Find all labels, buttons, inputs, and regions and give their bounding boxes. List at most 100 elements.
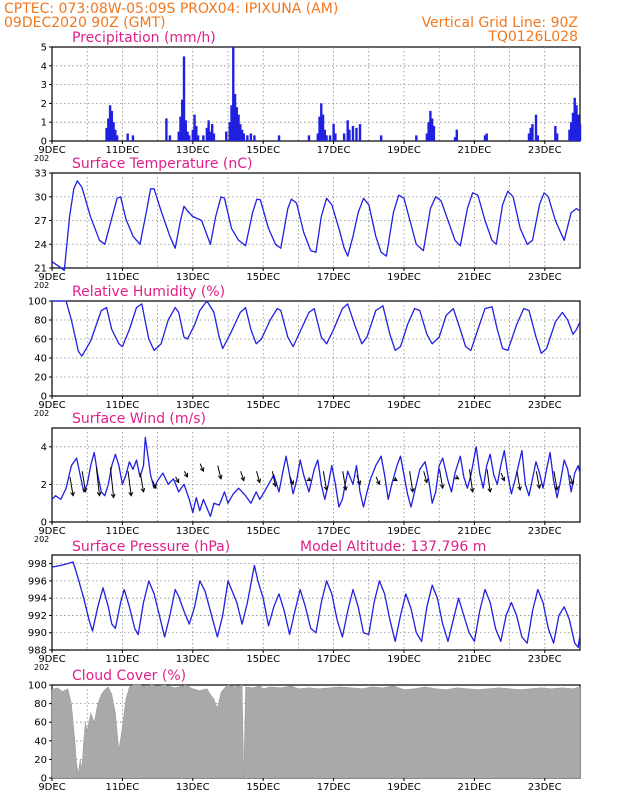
cloud-xtick-label: 11DEC bbox=[106, 782, 140, 793]
precip-bar bbox=[573, 97, 576, 141]
wind-arrow bbox=[439, 469, 444, 489]
precip-bar bbox=[323, 129, 326, 141]
wind-arrow-head bbox=[272, 482, 278, 488]
precip-bar bbox=[193, 114, 196, 141]
precip-panel: 0 1 2 3 4 5 9DEC 11DEC 13DEC 15DEC 17DEC 19DEC 21DEC… bbox=[34, 30, 582, 163]
precip-bar bbox=[425, 133, 429, 141]
precip-year-stub: 202 bbox=[34, 154, 49, 163]
precip-bar bbox=[107, 118, 110, 141]
wind-arrow-head bbox=[306, 476, 312, 482]
wind-arrow bbox=[468, 469, 474, 492]
pressure-ytick-label: 998 bbox=[28, 559, 47, 570]
precip-bar bbox=[232, 47, 235, 141]
header-date: 09DEC2020 90Z (GMT) bbox=[4, 15, 166, 31]
wind-arrow bbox=[109, 467, 115, 498]
wind-arrow-head bbox=[423, 478, 429, 484]
cloud-xtick-label: 13DEC bbox=[176, 782, 210, 793]
wind-arrow-head bbox=[110, 493, 116, 499]
pressure-ytick-label: 990 bbox=[28, 628, 47, 639]
temperature-xtick-label: 13DEC bbox=[176, 272, 210, 283]
precip-bar bbox=[237, 114, 240, 141]
precip-bar bbox=[240, 129, 244, 141]
wind-arrow-head bbox=[128, 491, 134, 497]
precip-bar bbox=[179, 116, 182, 141]
pressure-xtick-label: 21DEC bbox=[458, 654, 492, 665]
precip-bar bbox=[328, 135, 332, 141]
precip-bar bbox=[325, 135, 328, 141]
temperature-line bbox=[51, 180, 581, 272]
precip-bar bbox=[332, 124, 335, 141]
header-grid-line: Vertical Grid Line: 90Z bbox=[422, 15, 578, 31]
wind-xtick-label: 11DEC bbox=[106, 526, 140, 537]
precip-bar bbox=[196, 135, 200, 141]
temperature-ytick-label: 24 bbox=[34, 240, 47, 251]
temperature-ytick-label: 27 bbox=[34, 216, 47, 227]
wind-arrow bbox=[152, 480, 157, 489]
precip-bar bbox=[334, 133, 337, 141]
precip-bar bbox=[186, 131, 189, 141]
wind-arrow bbox=[69, 476, 74, 496]
cloud-xtick-label: 9DEC bbox=[38, 782, 65, 793]
wind-arrow bbox=[175, 476, 180, 483]
pressure-title: Surface Pressure (hPa) bbox=[72, 539, 230, 555]
wind-xtick-label: 23DEC bbox=[528, 526, 562, 537]
humidity-xtick-label: 17DEC bbox=[317, 400, 351, 411]
precip-bar bbox=[342, 133, 346, 141]
pressure-line bbox=[51, 561, 581, 649]
wind-xtick-label: 17DEC bbox=[317, 526, 351, 537]
cloud-xtick-label: 21DEC bbox=[458, 782, 492, 793]
precip-xtick-label: 13DEC bbox=[176, 145, 210, 156]
wind-arrow-head bbox=[469, 488, 475, 493]
wind-year-stub: 202 bbox=[34, 535, 49, 544]
wind-xtick-label: 15DEC bbox=[246, 526, 280, 537]
pressure-panel: 988 990 992 994 996 998 9DEC 11DEC 13DEC 15DEC 17D… bbox=[28, 539, 581, 672]
wind-arrow bbox=[289, 476, 294, 485]
precip-bar bbox=[432, 125, 436, 141]
precip-xtick-label: 15DEC bbox=[246, 145, 280, 156]
wind-arrow-head bbox=[82, 488, 88, 493]
precip-bar bbox=[346, 120, 349, 141]
wind-arrow-head bbox=[375, 480, 381, 486]
cloud-ytick-label: 80 bbox=[34, 699, 47, 710]
precip-bar bbox=[188, 135, 191, 141]
humidity-xtick-label: 9DEC bbox=[38, 400, 65, 411]
precip-ytick-label: 2 bbox=[41, 99, 47, 110]
precip-bar bbox=[570, 122, 573, 141]
wind-ytick-label: 4 bbox=[41, 442, 47, 453]
wind-arrow-head bbox=[410, 488, 415, 493]
precip-bar bbox=[321, 114, 325, 141]
temperature-xtick-label: 17DEC bbox=[317, 272, 351, 283]
precip-bar bbox=[429, 110, 432, 141]
humidity-frame bbox=[51, 300, 581, 397]
temperature-xtick-label: 19DEC bbox=[387, 272, 421, 283]
pressure-xtick-label: 23DEC bbox=[528, 654, 562, 665]
wind-arrow-head bbox=[217, 474, 223, 480]
wind-arrow-head bbox=[392, 476, 398, 482]
precip-bar bbox=[430, 118, 434, 141]
precip-bar bbox=[531, 124, 534, 141]
wind-arrow-head bbox=[356, 480, 362, 486]
precip-bar bbox=[316, 133, 319, 141]
precip-bar bbox=[318, 116, 321, 141]
wind-ytick-label: 0 bbox=[41, 518, 47, 529]
humidity-xtick-label: 13DEC bbox=[176, 400, 210, 411]
pressure-xtick-label: 19DEC bbox=[387, 654, 421, 665]
precip-bar bbox=[195, 125, 198, 141]
precip-bar bbox=[578, 124, 582, 141]
precip-bar bbox=[536, 135, 539, 141]
precip-bar bbox=[379, 135, 383, 141]
wind-arrow-head bbox=[554, 486, 559, 492]
precip-bar bbox=[131, 135, 135, 141]
wind-arrow-head bbox=[536, 484, 542, 490]
humidity-ytick-label: 0 bbox=[41, 392, 47, 403]
temperature-xtick-label: 21DEC bbox=[458, 272, 492, 283]
precip-bar bbox=[177, 131, 180, 141]
wind-xtick-label: 19DEC bbox=[387, 526, 421, 537]
pressure-xtick-label: 11DEC bbox=[106, 654, 140, 665]
precip-bar bbox=[527, 133, 531, 141]
wind-arrow bbox=[322, 471, 328, 491]
cloud-ytick-label: 0 bbox=[41, 774, 47, 785]
precip-bar bbox=[182, 56, 186, 141]
precip-bar bbox=[577, 114, 580, 141]
precip-bar bbox=[210, 124, 214, 141]
